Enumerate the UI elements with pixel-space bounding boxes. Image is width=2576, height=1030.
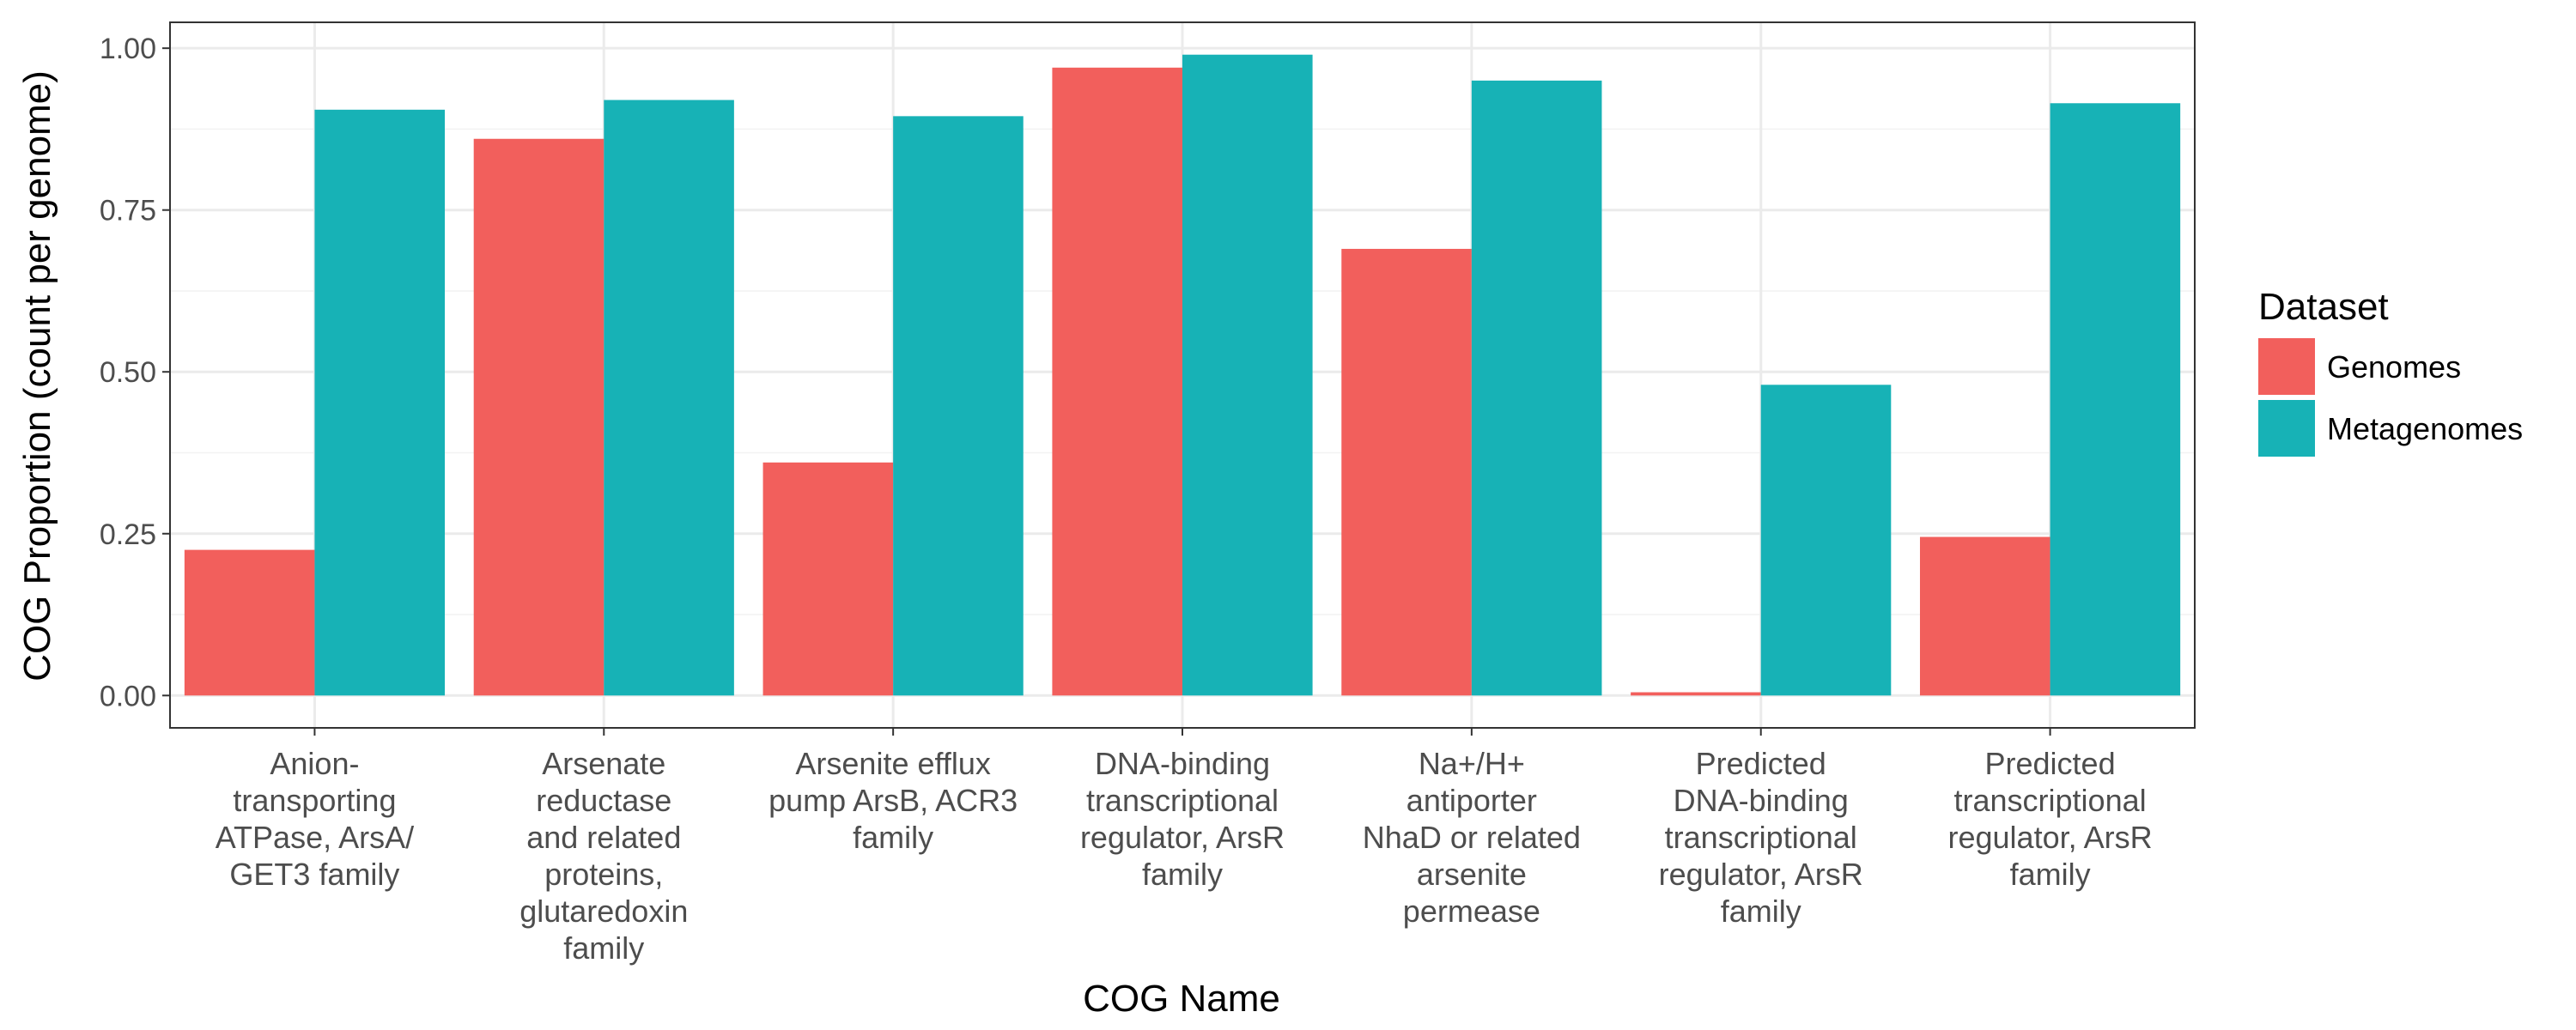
x-tick-label-line: regulator, ArsR: [1080, 820, 1285, 855]
bar-metagenomes: [893, 116, 1024, 696]
x-tick-label-line: reductase: [536, 783, 671, 818]
x-tick-label-line: transcriptional: [1086, 783, 1279, 818]
bar-genomes: [1631, 692, 1761, 696]
x-tick-label: Arsenate reductase and related proteins, glu…: [519, 746, 688, 966]
y-tick-label: 0.50: [100, 356, 156, 389]
x-tick-label-line: glutaredoxin: [519, 894, 688, 929]
legend-label-genomes: Genomes: [2327, 349, 2461, 385]
x-tick-label-line: family: [2010, 857, 2091, 892]
legend-key-genomes: [2258, 338, 2315, 395]
x-tick-label-line: NhaD or related: [1363, 820, 1581, 855]
x-tick-label-line: Arsenite efflux: [795, 746, 990, 781]
x-tick-label-line: DNA-binding: [1674, 783, 1849, 818]
legend-label-metagenomes: Metagenomes: [2327, 411, 2523, 446]
x-tick-label-line: ATPase, ArsA/: [216, 820, 414, 855]
x-tick-label-line: transcriptional: [1954, 783, 2147, 818]
bar-metagenomes: [604, 100, 734, 696]
y-tick-label: 0.00: [100, 680, 156, 712]
x-tick-label-line: Predicted: [1985, 746, 2116, 781]
bar-metagenomes: [2050, 103, 2181, 696]
bar-metagenomes: [314, 109, 446, 696]
legend: Dataset Genomes Metagenomes: [2258, 286, 2523, 457]
y-tick-label: 0.75: [100, 195, 156, 227]
x-tick-label-line: and related: [526, 820, 681, 855]
x-tick-label-line: regulator, ArsR: [1659, 857, 1863, 892]
x-tick-label: Predicted DNA-binding transcriptional regul…: [1659, 746, 1863, 929]
x-tick-label: Arsenite efflux pump ArsB, ACR3 family: [769, 746, 1018, 855]
x-tick-label-line: Anion-: [270, 746, 359, 781]
x-tick-label-line: Predicted: [1696, 746, 1826, 781]
x-tick-label: Anion-transporting ATPase, ArsA/GET3 fami…: [216, 746, 414, 892]
bar-genomes: [762, 462, 894, 696]
x-axis: Anion-transporting ATPase, ArsA/GET3 fami…: [216, 728, 2153, 966]
bar-genomes: [184, 549, 315, 696]
x-tick-label-line: permease: [1403, 894, 1540, 929]
x-tick-label-line: arsenite: [1417, 857, 1527, 892]
legend-key-metagenomes: [2258, 400, 2315, 457]
x-tick-label-line: family: [853, 820, 933, 855]
y-axis: 0.00 0.25 0.50 0.75 1.00: [100, 33, 170, 712]
x-tick-label: DNA-binding transcriptional regulator, Ars…: [1080, 746, 1285, 892]
bar-metagenomes: [1182, 54, 1313, 696]
x-tick-label-line: family: [563, 930, 644, 966]
bars: [184, 54, 2181, 696]
legend-title: Dataset: [2258, 286, 2389, 328]
x-tick-label-line: transcriptional: [1665, 820, 1857, 855]
bar-genomes: [1919, 536, 2050, 696]
x-tick-label-line: Na+/H+: [1419, 746, 1525, 781]
bar-metagenomes: [1760, 385, 1892, 696]
x-tick-label-line: proteins,: [544, 857, 663, 892]
bar-genomes: [1052, 67, 1182, 696]
x-tick-label-line: antiporter: [1406, 783, 1537, 818]
x-tick-label-line: family: [1721, 894, 1801, 929]
y-tick-label: 0.25: [100, 518, 156, 551]
x-tick-label-line: GET3 family: [229, 857, 399, 892]
x-tick-label-line: Arsenate: [542, 746, 665, 781]
y-tick-label: 1.00: [100, 33, 156, 65]
x-axis-title: COG Name: [1083, 978, 1280, 1020]
bar-genomes: [1341, 248, 1472, 696]
x-tick-label-line: regulator, ArsR: [1948, 820, 2153, 855]
bar-genomes: [473, 138, 605, 696]
x-tick-label-line: transporting: [233, 783, 396, 818]
x-tick-label-line: pump ArsB, ACR3: [769, 783, 1018, 818]
bar-metagenomes: [1471, 80, 1602, 696]
y-axis-title: COG Proportion (count per genome): [16, 70, 58, 682]
x-tick-label-line: DNA-binding: [1095, 746, 1270, 781]
x-tick-label: Predicted transcriptional regulator, ArsR f…: [1948, 746, 2153, 892]
x-tick-label-line: family: [1142, 857, 1223, 892]
x-tick-label: Na+/H+ antiporter NhaD or related arsenite p…: [1363, 746, 1581, 929]
